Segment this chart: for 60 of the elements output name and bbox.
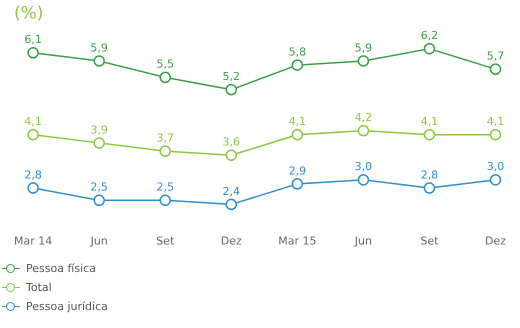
point [93, 55, 105, 67]
point [226, 149, 238, 161]
data-label: 5,9 [354, 41, 372, 54]
x-tick-label: Dez [484, 234, 506, 248]
point [93, 194, 105, 206]
point [93, 137, 105, 149]
point [226, 84, 238, 96]
data-label: 2,5 [156, 180, 174, 194]
data-label: 5,2 [222, 70, 240, 84]
x-tick-label: Mar 14 [14, 234, 52, 248]
data-label: 5,7 [486, 50, 504, 63]
point [226, 198, 238, 210]
point [424, 182, 436, 194]
point [159, 72, 171, 84]
data-label: 4,1 [288, 115, 306, 128]
data-label: 4,2 [354, 111, 372, 124]
point [292, 128, 304, 140]
point [27, 182, 39, 194]
data-label: 4,1 [420, 115, 438, 128]
data-label: 6,1 [24, 33, 42, 46]
data-label: 3,0 [486, 160, 504, 174]
x-tick-label: Mar 15 [278, 234, 316, 248]
data-label: 3,6 [222, 136, 240, 149]
point [159, 194, 171, 206]
point [424, 128, 436, 140]
legend-label: Total [26, 281, 52, 294]
data-label: 4,1 [486, 115, 504, 128]
data-label: 3,7 [156, 131, 174, 144]
data-label: 4,1 [24, 115, 42, 128]
point [490, 174, 502, 186]
point [159, 145, 171, 157]
point [358, 55, 370, 67]
chart-title: (%) [14, 4, 44, 24]
point [27, 128, 39, 140]
legend-label: Pessoa jurídica [26, 300, 108, 313]
data-label: 2,8 [24, 168, 42, 182]
point [424, 42, 436, 54]
data-label: 2,5 [90, 180, 108, 194]
point [490, 63, 502, 75]
point [490, 128, 502, 140]
x-tick-label: Dez [220, 234, 242, 248]
data-label: 3,0 [354, 160, 372, 174]
point [292, 59, 304, 71]
legend-label: Pessoa física [26, 262, 96, 275]
data-label: 6,2 [420, 29, 438, 42]
data-label: 2,4 [222, 184, 240, 198]
point [27, 47, 39, 59]
point [292, 178, 304, 190]
data-label: 2,9 [288, 164, 306, 178]
x-tick-label: Set [156, 234, 175, 248]
x-tick-label: Jun [354, 234, 372, 248]
data-label: 5,8 [288, 45, 306, 58]
x-tick-label: Set [420, 234, 440, 248]
data-label: 5,9 [90, 41, 108, 54]
x-tick-label: Jun [90, 234, 108, 248]
point [358, 174, 370, 186]
point [358, 124, 370, 136]
data-label: 5,5 [156, 58, 174, 71]
data-label: 3,9 [90, 123, 108, 136]
data-label: 2,8 [420, 168, 438, 182]
